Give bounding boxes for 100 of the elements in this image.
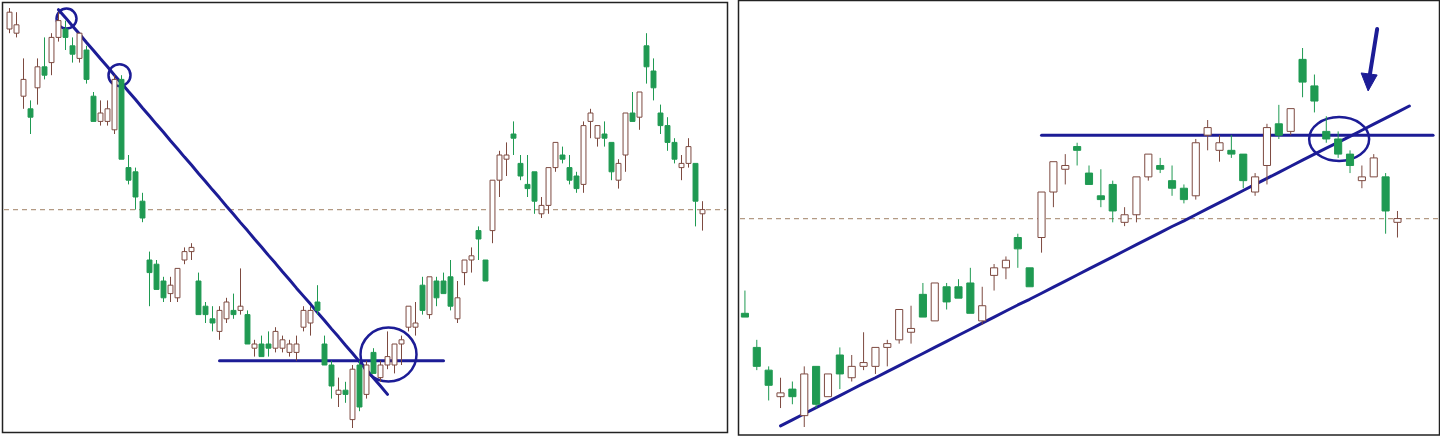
candlestick	[608, 141, 615, 181]
candlestick	[517, 154, 524, 181]
candlestick	[1262, 123, 1272, 185]
candlestick	[139, 192, 146, 223]
candlestick	[1096, 168, 1105, 208]
candlestick	[1203, 119, 1212, 151]
candlestick	[1073, 142, 1082, 166]
candlestick	[363, 360, 370, 400]
candlestick	[650, 57, 657, 101]
candlestick	[1001, 255, 1011, 280]
candlestick	[69, 36, 76, 64]
candlestick	[788, 381, 797, 405]
candlestick	[1298, 47, 1307, 98]
candlestick	[1108, 180, 1117, 223]
candlestick	[954, 278, 963, 299]
candlestick	[230, 293, 237, 320]
candlestick	[847, 354, 856, 383]
candlestick	[244, 309, 251, 345]
candlestick	[859, 331, 868, 371]
candlestick	[1191, 138, 1200, 201]
candlestick	[643, 32, 650, 85]
candlestick	[335, 377, 342, 408]
candlestick	[580, 120, 587, 194]
candlestick	[800, 365, 809, 428]
candlestick	[209, 305, 216, 332]
candlestick	[1251, 172, 1260, 197]
candlestick	[426, 276, 433, 320]
candlestick	[510, 120, 517, 156]
candlestick	[454, 280, 461, 324]
candlestick	[629, 91, 636, 122]
candlestick	[20, 57, 27, 110]
candlestick	[1025, 267, 1034, 288]
candlestick	[636, 91, 643, 131]
candlestick	[615, 158, 622, 190]
candlestick	[1156, 157, 1165, 174]
candlestick	[419, 276, 426, 316]
candlestick	[1357, 164, 1366, 189]
candlestick	[34, 57, 41, 106]
candlestick	[692, 162, 699, 227]
candlestick	[1049, 161, 1058, 208]
candlestick	[1120, 206, 1129, 227]
candlestick	[966, 267, 975, 314]
candlestick	[356, 360, 363, 412]
candlestick	[587, 108, 594, 139]
candlestick	[835, 346, 844, 390]
candlestick	[349, 364, 356, 429]
candlestick	[594, 125, 601, 148]
candlestick	[895, 309, 904, 345]
candlestick	[1227, 134, 1236, 159]
candlestick	[871, 346, 880, 375]
candlestick	[90, 91, 97, 122]
candlestick	[237, 267, 244, 316]
candlestick	[76, 32, 83, 64]
candlestick	[752, 339, 761, 371]
candlestick	[475, 225, 482, 261]
candlestick	[699, 200, 706, 232]
candlestick	[1013, 233, 1022, 269]
candlestick	[1345, 149, 1355, 174]
candlestick	[601, 120, 608, 148]
candlestick	[942, 282, 951, 311]
candlestick	[314, 284, 321, 316]
candlestick	[559, 146, 566, 164]
candlestick	[776, 377, 785, 409]
candlestick	[918, 282, 927, 318]
candlestick	[370, 347, 377, 374]
candlestick	[62, 20, 69, 51]
candlestick	[823, 373, 833, 398]
candlestick	[930, 282, 939, 322]
candlestick	[1393, 210, 1402, 238]
candlestick	[1322, 115, 1331, 144]
candlestick	[812, 365, 821, 409]
candlestick	[978, 286, 987, 326]
candlestick	[1274, 104, 1283, 140]
candlestick	[1144, 153, 1153, 182]
candlestick	[1239, 153, 1248, 189]
candlestick	[41, 36, 48, 80]
candlestick	[1132, 176, 1141, 223]
candlestick	[1369, 153, 1378, 178]
candlestick	[622, 112, 629, 173]
candlestick	[342, 381, 349, 404]
candlestick	[118, 74, 125, 160]
candlestick	[1084, 164, 1094, 185]
candlestick	[1037, 191, 1046, 254]
candlestick	[83, 45, 90, 85]
candlestick	[990, 263, 999, 292]
candlestick	[1286, 108, 1295, 136]
candlestick	[1215, 134, 1224, 163]
candlestick	[482, 259, 489, 282]
candlestick	[740, 290, 749, 318]
candlestick	[1310, 74, 1319, 113]
candlestick	[1381, 172, 1390, 235]
candlestick	[27, 99, 34, 135]
candlestick	[1179, 183, 1188, 204]
candlestick	[1061, 153, 1070, 185]
candlestick	[251, 339, 258, 358]
candlestick	[906, 305, 916, 345]
candlestick	[883, 339, 892, 367]
candlestick	[1167, 164, 1177, 197]
candlestick	[764, 365, 773, 401]
candlestick	[1334, 130, 1343, 159]
